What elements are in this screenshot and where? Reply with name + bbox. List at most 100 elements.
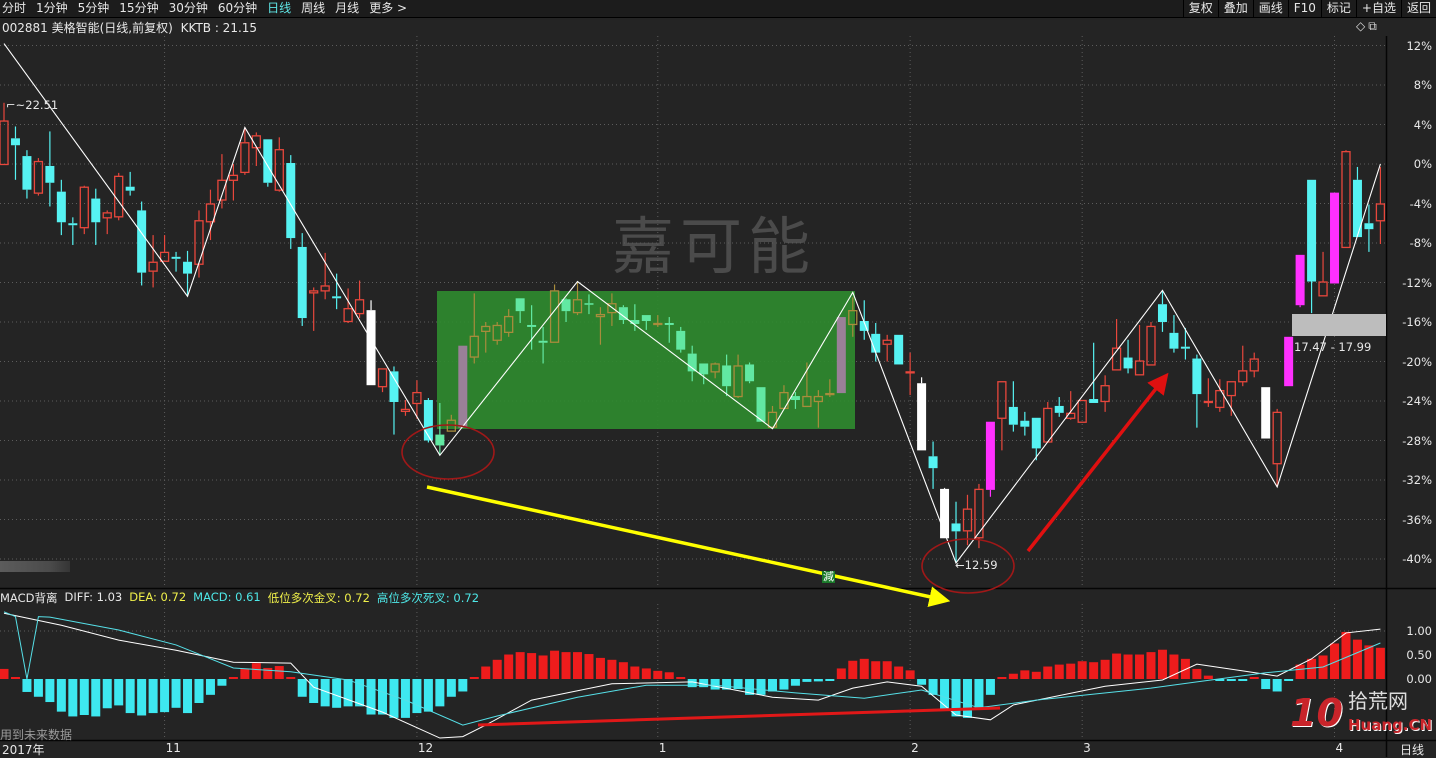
candle xyxy=(297,233,307,326)
toolbar-button[interactable]: +自选 xyxy=(1355,0,1401,17)
candle-body xyxy=(1031,417,1041,449)
macd-bar xyxy=(1272,679,1282,692)
toolbar-button[interactable]: 标记 xyxy=(1320,0,1356,17)
toolbar-button[interactable]: F10 xyxy=(1287,0,1321,17)
candle-body xyxy=(33,160,44,194)
macd-bar xyxy=(1261,679,1271,690)
macd-bar xyxy=(228,677,238,679)
macd-bar xyxy=(320,679,330,707)
candle-body xyxy=(1100,385,1110,403)
candle-body xyxy=(469,335,479,358)
candle xyxy=(1146,322,1156,366)
macd-bar xyxy=(917,679,927,685)
period-tab[interactable]: 30分钟 xyxy=(168,1,208,15)
period-tab[interactable]: 60分钟 xyxy=(217,1,258,15)
candle-body xyxy=(137,210,147,273)
macd-bar xyxy=(1352,639,1362,679)
macd-bar xyxy=(1157,649,1167,679)
dea-line xyxy=(3,611,1381,726)
period-tab[interactable]: 15分钟 xyxy=(119,1,159,15)
macd-bar xyxy=(722,679,732,690)
restore-window-icon[interactable]: ⧉ xyxy=(1368,19,1377,33)
candle xyxy=(240,127,250,175)
candle xyxy=(607,293,617,326)
macd-legend-item: DEA: 0.72 xyxy=(129,590,187,604)
macd-bar xyxy=(997,677,1007,679)
macd-bar xyxy=(1031,671,1041,679)
macd-bar xyxy=(160,679,170,713)
candle xyxy=(22,150,32,199)
candle-body xyxy=(561,299,571,312)
candle-body xyxy=(504,315,514,334)
candle xyxy=(985,421,995,497)
candle xyxy=(572,281,583,316)
candle-body xyxy=(641,315,651,322)
period-tab[interactable]: 日线 xyxy=(267,1,292,15)
candle-body xyxy=(618,307,628,321)
toolbar-button[interactable]: 叠加 xyxy=(1217,0,1253,17)
candle-body xyxy=(148,261,158,272)
candle xyxy=(423,398,433,443)
period-tab[interactable]: 1分钟 xyxy=(36,1,68,15)
period-tab[interactable]: 分时 xyxy=(2,1,27,15)
macd-bar xyxy=(458,679,468,692)
candle xyxy=(56,179,66,236)
red-trend-arrow xyxy=(1026,372,1169,553)
macd-bar xyxy=(630,666,640,679)
candle-body xyxy=(733,365,743,398)
candle xyxy=(1352,166,1362,238)
candle xyxy=(33,158,44,196)
candle xyxy=(1008,381,1018,432)
macd-legend-item: 高位多次死叉: 0.72 xyxy=(376,591,480,605)
price-axis-tick: -24% xyxy=(1402,394,1432,408)
candle xyxy=(515,298,525,323)
candle xyxy=(940,487,950,539)
macd-bar xyxy=(779,679,789,690)
candle-body xyxy=(1364,223,1374,230)
candle xyxy=(1307,179,1317,314)
macd-bar xyxy=(263,667,273,679)
candle xyxy=(882,334,892,362)
toolbar-button[interactable]: 复权 xyxy=(1182,0,1218,17)
candle xyxy=(595,307,606,345)
candle xyxy=(377,368,388,393)
candle-body xyxy=(745,364,755,382)
macd-bar xyxy=(573,652,582,679)
candle-body xyxy=(630,320,640,324)
candle xyxy=(458,345,468,428)
arrow-icon: ⌐~ xyxy=(6,98,26,112)
macd-bar xyxy=(481,666,491,679)
candle xyxy=(641,315,651,330)
candle xyxy=(171,251,181,272)
period-tab[interactable]: 5分钟 xyxy=(77,1,110,15)
period-tab[interactable]: 更多 > xyxy=(369,1,408,15)
candle-body xyxy=(1192,358,1202,395)
macd-bar xyxy=(550,650,560,679)
candle xyxy=(400,400,411,416)
macd-bar xyxy=(205,679,215,695)
toolbar-button[interactable]: 返回 xyxy=(1400,0,1436,17)
candle xyxy=(492,322,502,345)
macd-legend-item: 低位多次金叉: 0.72 xyxy=(267,591,370,605)
candle-body xyxy=(354,299,365,315)
price-axis-tick: 0% xyxy=(1413,157,1432,171)
candle xyxy=(183,250,193,297)
candle xyxy=(125,171,135,196)
candle-body xyxy=(813,395,824,403)
candle xyxy=(137,201,147,286)
candle-body xyxy=(905,371,915,374)
diamond-icon[interactable]: ◇ xyxy=(1356,19,1366,33)
candle xyxy=(549,284,560,343)
period-tab[interactable]: 周线 xyxy=(301,1,326,15)
candle-body xyxy=(1284,336,1294,387)
toolbar-button[interactable]: 画线 xyxy=(1252,0,1288,17)
candle xyxy=(343,288,353,323)
candle-body xyxy=(1020,420,1030,427)
price-axis-tick: 12% xyxy=(1406,38,1432,53)
period-tab[interactable]: 月线 xyxy=(335,1,360,15)
macd-bar xyxy=(194,679,204,703)
candle xyxy=(1123,339,1133,374)
candle-body xyxy=(309,290,319,294)
candle-body xyxy=(825,392,835,396)
